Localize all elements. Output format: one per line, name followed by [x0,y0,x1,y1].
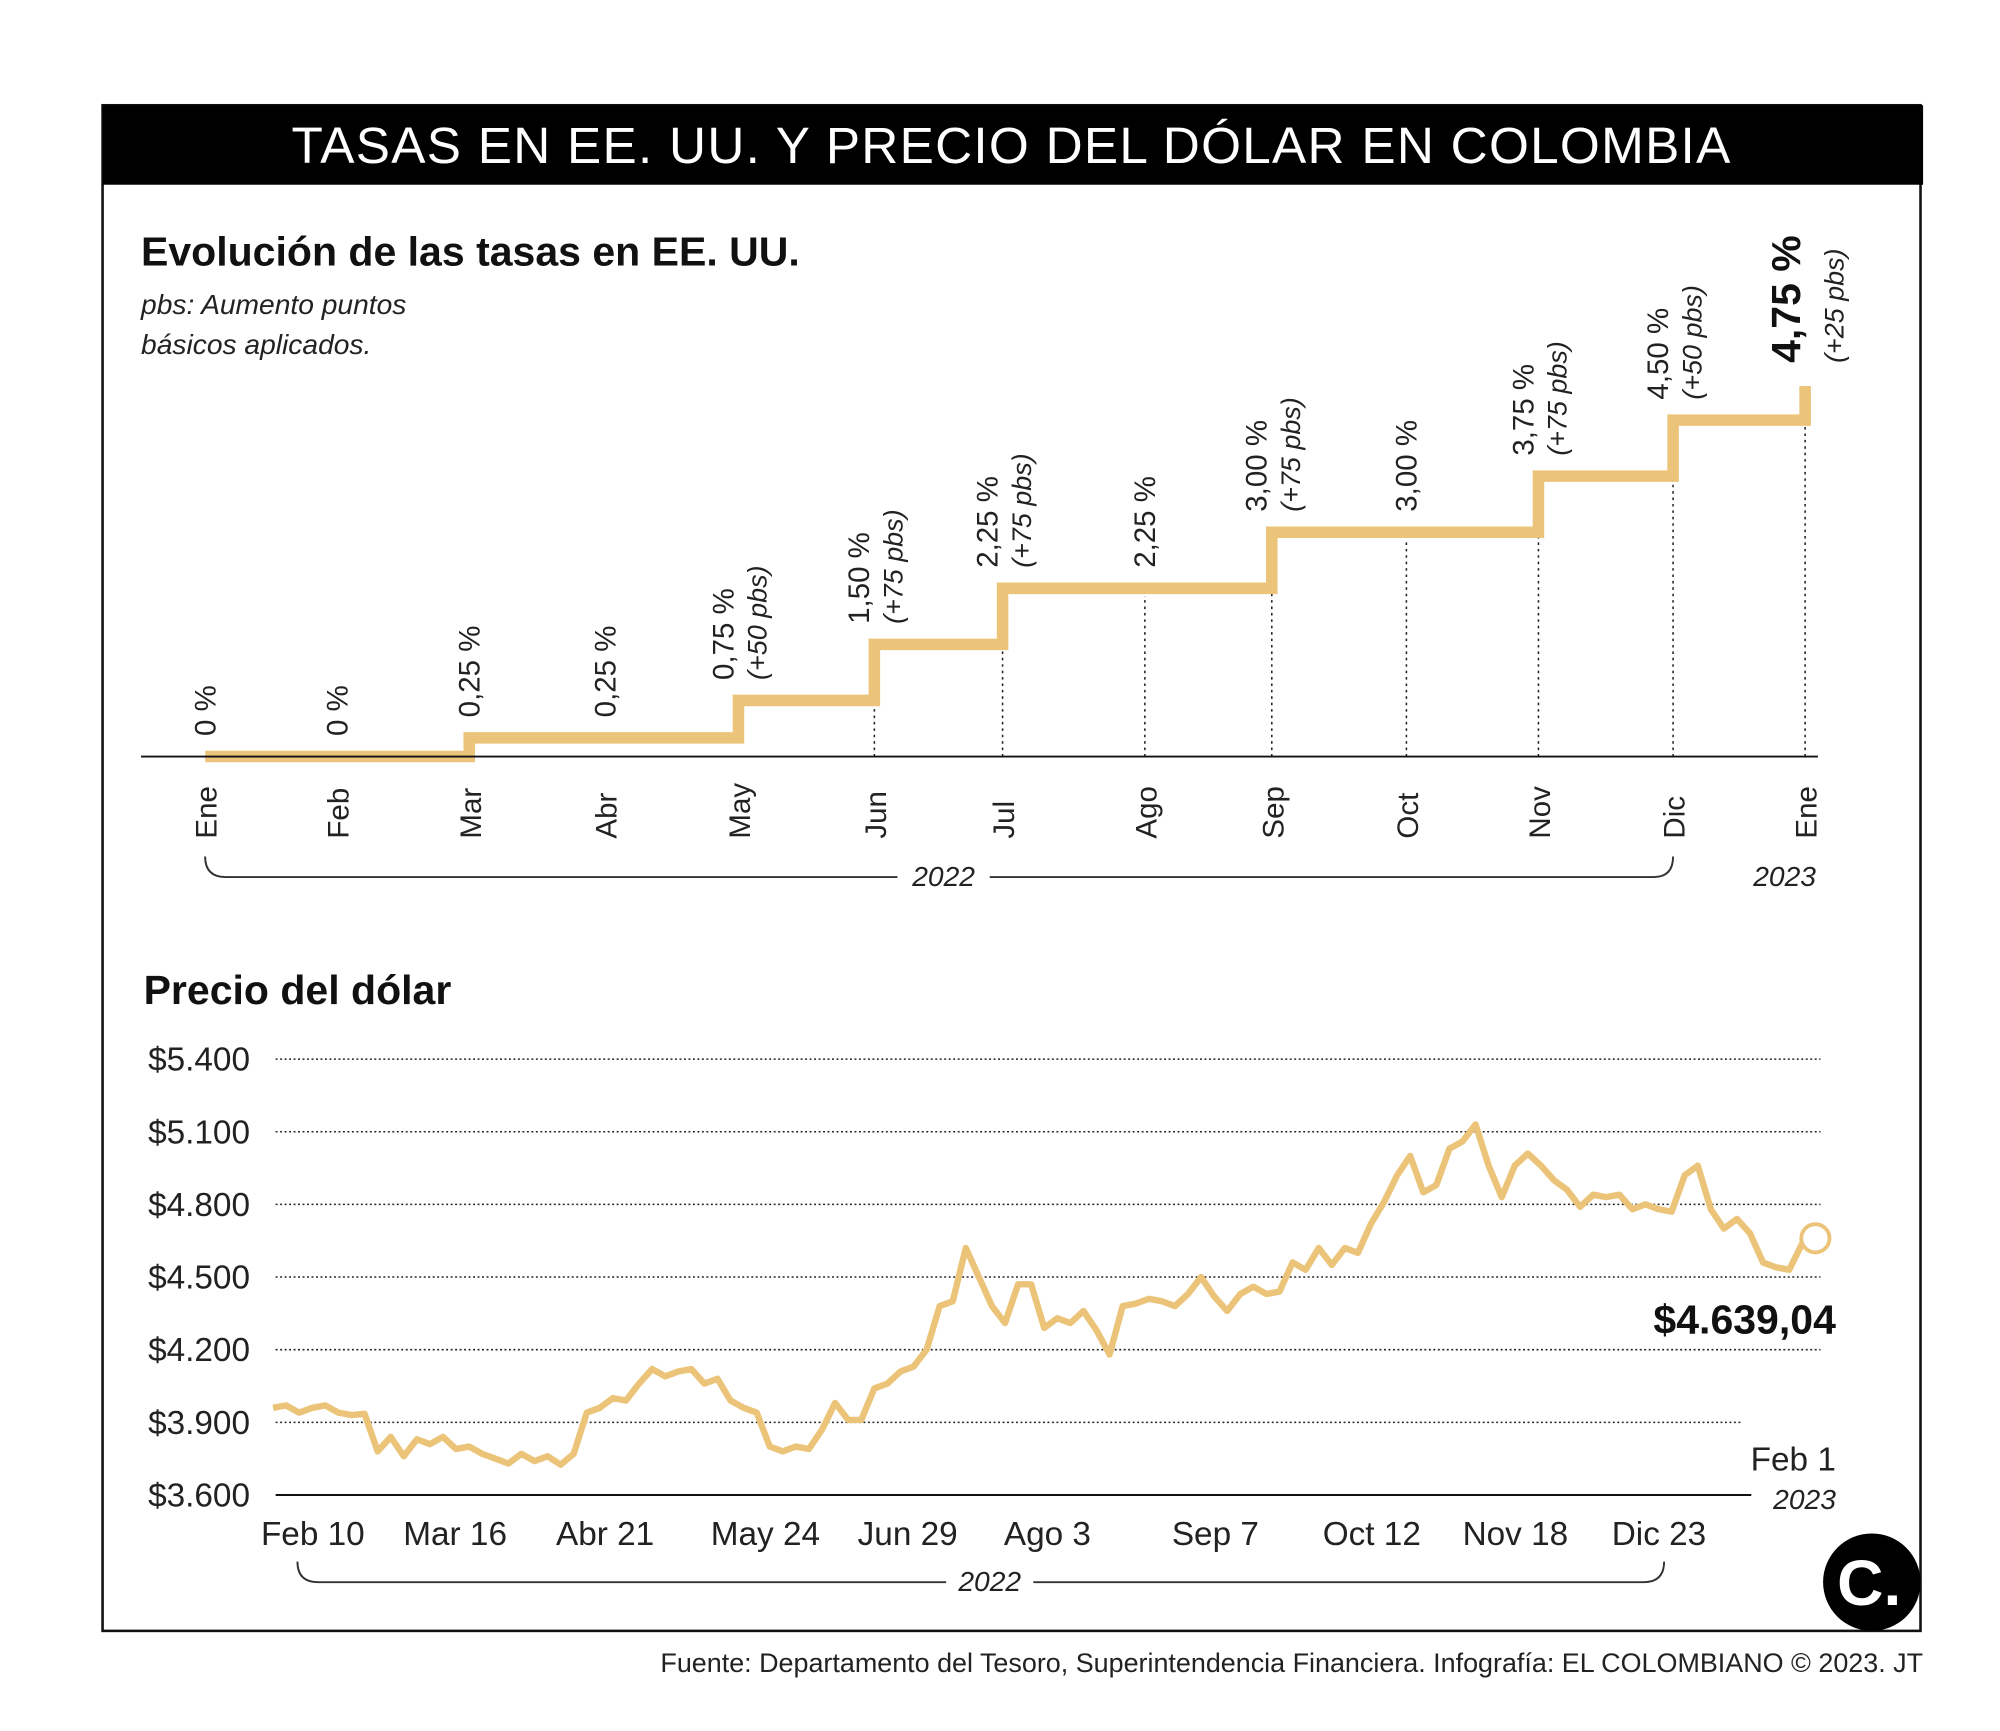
month-tick-label: Oct [1392,793,1425,839]
rate-value-label: 0,75 % [707,588,740,680]
rate-value-label: 0,25 % [589,626,622,718]
month-tick-label: Ene [191,786,224,838]
month-tick-label: May [724,783,757,839]
y-tick-label: $4.500 [148,1260,250,1297]
x-tick-label: May 24 [711,1516,820,1553]
month-tick-label: Jun [860,791,893,839]
month-tick-label: Sep [1257,786,1290,838]
y-tick-label: $5.100 [148,1114,250,1151]
x-tick-label: Nov 18 [1463,1516,1569,1553]
rate-pbs-label: (+75 pbs) [1276,397,1306,511]
logo: C. [1823,1533,1921,1631]
price-year-bracket [296,1561,1666,1584]
rate-pbs-label: (+50 pbs) [1677,285,1707,399]
y-tick-label: $4.800 [148,1187,250,1224]
rate-value-label: 3,00 % [1241,420,1274,512]
rates-note-1: pbs: Aumento puntos [140,288,406,320]
end-date-label: Feb 1 [1751,1442,1836,1479]
month-tick-label: Mar [455,788,488,839]
x-tick-label: Abr 21 [556,1516,654,1553]
year-label-2023: 2023 [1752,860,1816,892]
rate-value-label: 4,75 % [1763,235,1809,363]
month-tick-label: Ene [1791,786,1824,838]
rate-value-label: 2,25 % [1129,476,1162,568]
x-tick-label: Dic 23 [1612,1516,1706,1553]
x-tick-label: Mar 16 [403,1516,507,1553]
price-line [272,1121,1817,1468]
rate-step-line [205,386,1811,763]
header-bar [102,105,1924,185]
rate-value-label: 1,50 % [843,532,876,624]
source-note: Fuente: Departamento del Tesoro, Superin… [660,1648,1923,1678]
rate-pbs-label: (+75 pbs) [879,509,909,623]
rate-value-label: 0 % [321,685,354,736]
month-tick-label: Ago [1130,786,1163,838]
rate-value-label: 0,25 % [453,626,486,718]
price-title: Precio del dólar [144,967,452,1013]
rate-pbs-label: (+25 pbs) [1820,249,1850,363]
rate-value-label: 4,50 % [1642,308,1675,400]
rate-value-label: 0 % [189,685,222,736]
x-tick-label: Jun 29 [858,1516,958,1553]
rate-pbs-label: (+75 pbs) [1543,341,1573,455]
rate-value-label: 3,75 % [1507,364,1540,456]
price-chart: $5.400 $5.100 $4.800 $4.500 $4.200 $3.900 $3.6… [148,1042,1832,1553]
svg-text:C.: C. [1837,1547,1901,1619]
rate-value-label: 2,25 % [971,476,1004,568]
end-year-label: 2023 [1772,1483,1836,1515]
year-label-2022: 2022 [911,860,975,892]
y-tick-label: $4.200 [148,1332,250,1369]
month-tick-label: Nov [1524,786,1557,839]
year-bracket-2022 [204,856,1675,879]
month-tick-label: Feb [323,788,356,839]
month-tick-label: Jul [988,801,1021,839]
y-tick-label: $3.900 [148,1405,250,1442]
rates-title: Evolución de las tasas en EE. UU. [141,228,800,274]
last-value-label: $4.639,04 [1653,1296,1836,1342]
rate-value-label: 3,00 % [1391,420,1424,512]
y-tick-label: $5.400 [148,1042,250,1079]
x-tick-label: Oct 12 [1323,1516,1421,1553]
month-tick-label: Abr [591,793,624,839]
rate-pbs-label: (+50 pbs) [743,566,773,680]
last-point-marker [1799,1222,1832,1255]
x-tick-label: Sep 7 [1172,1516,1259,1553]
x-tick-label: Ago 3 [1004,1516,1091,1553]
rates-note-2: básicos aplicados. [141,328,371,360]
x-tick-label: Feb 10 [261,1516,365,1553]
rate-pbs-label: (+75 pbs) [1007,453,1037,567]
month-tick-label: Dic [1659,796,1692,839]
y-tick-label: $3.600 [148,1478,250,1515]
header-title: TASAS EN EE. UU. Y PRECIO DEL DÓLAR EN C… [292,117,1732,174]
price-year-label: 2022 [957,1565,1021,1597]
